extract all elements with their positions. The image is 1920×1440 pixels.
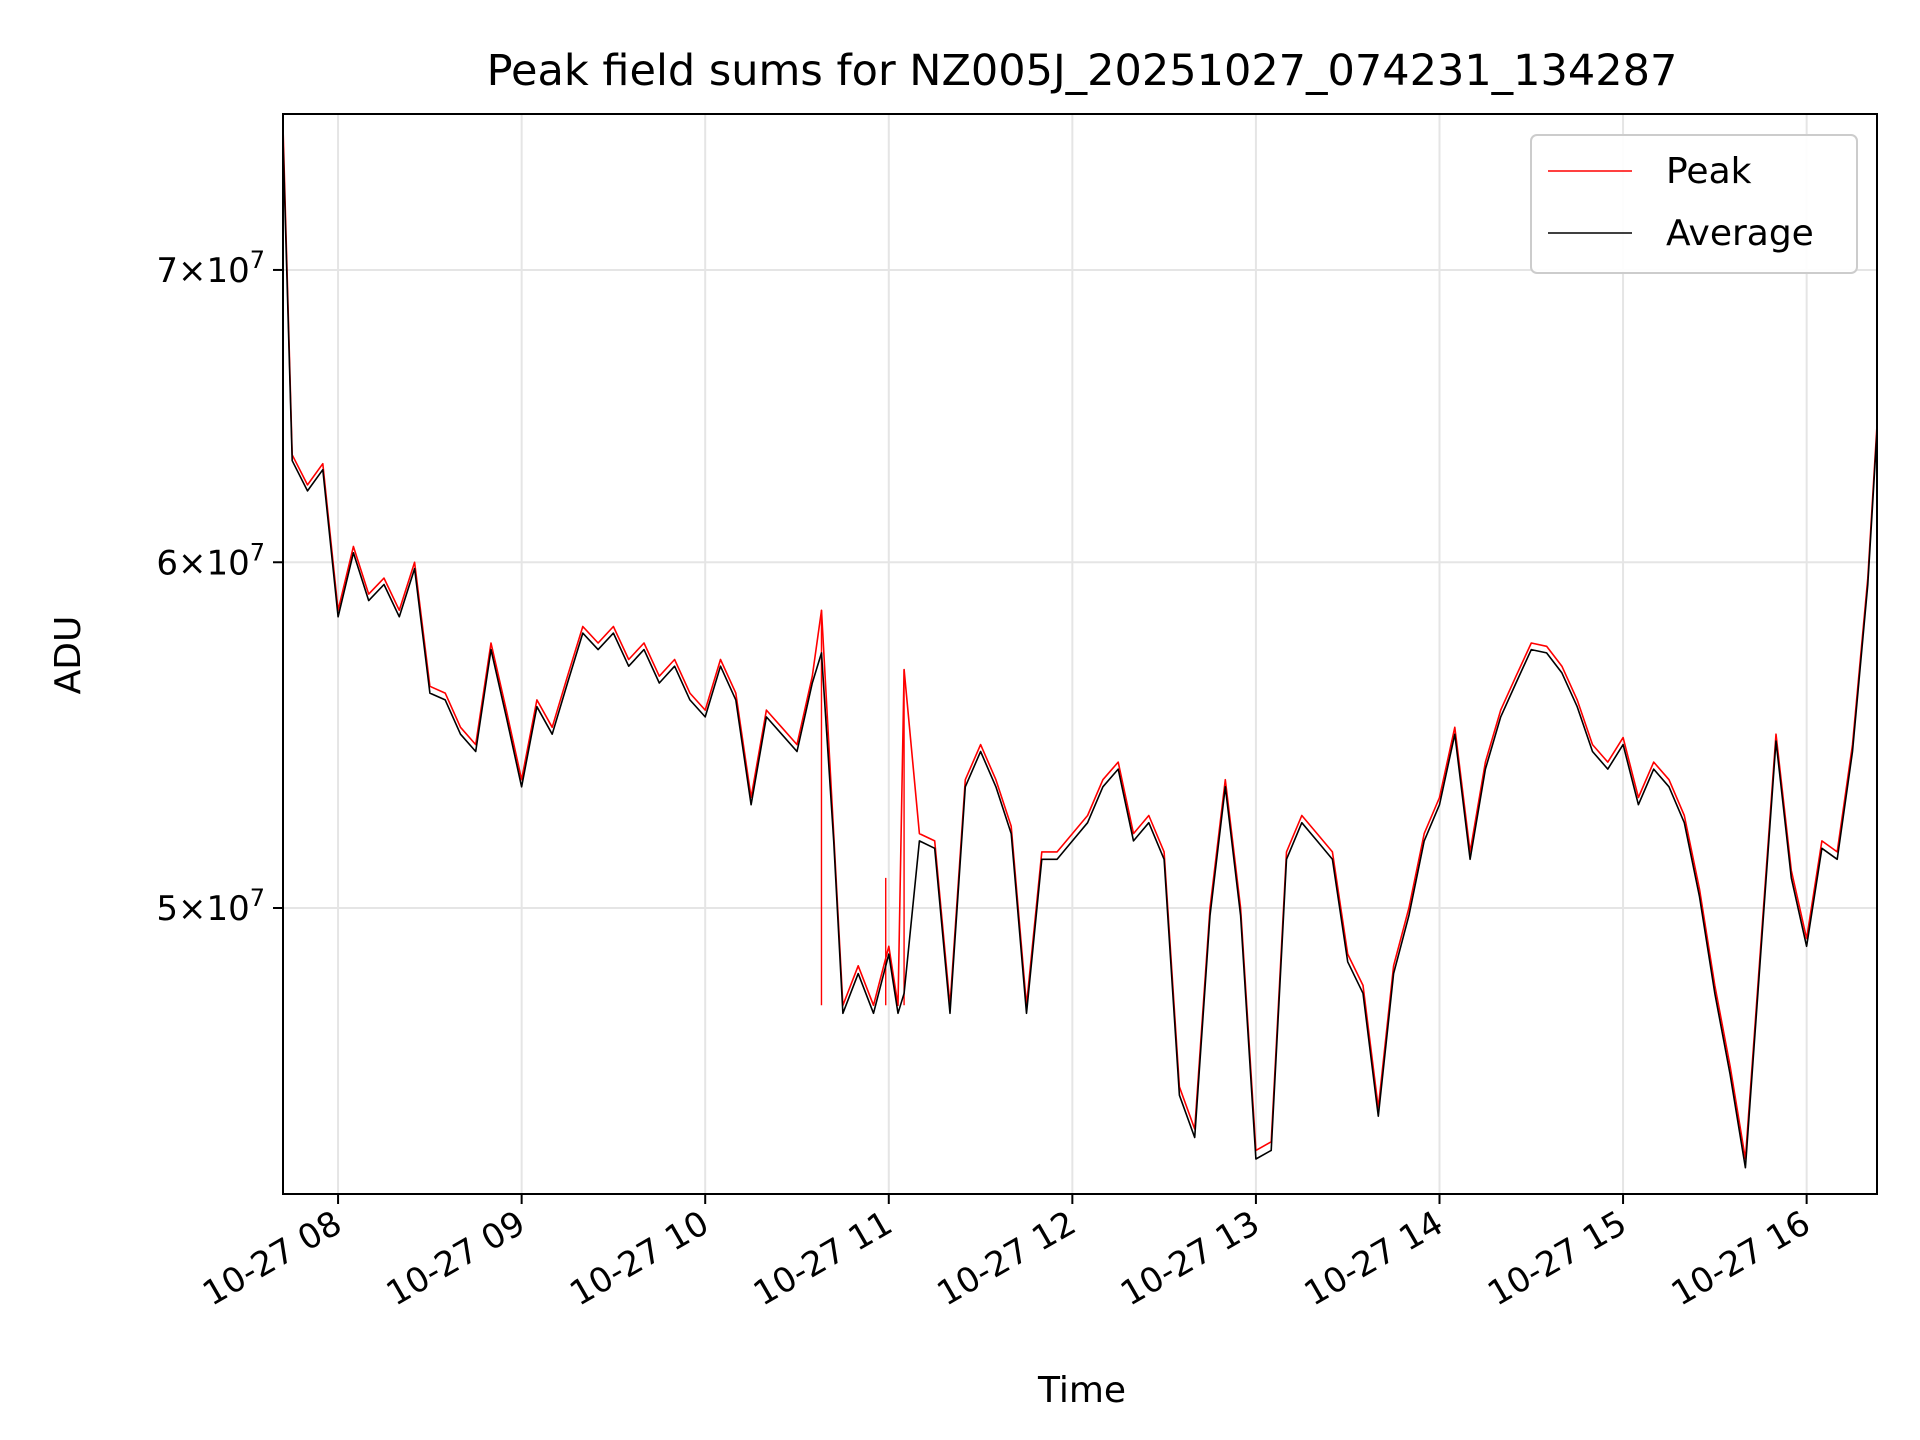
x-axis-title: Time bbox=[1037, 1370, 1126, 1411]
y-tick-label: 5×107 bbox=[156, 884, 265, 929]
plot-frame bbox=[282, 113, 1878, 1195]
legend-box bbox=[1530, 134, 1858, 274]
series-line-peak bbox=[282, 126, 1878, 1160]
y-axis-title: ADU bbox=[48, 616, 89, 695]
legend: Peak Average bbox=[1530, 134, 1858, 274]
series-lines bbox=[282, 126, 1878, 1169]
legend-label-peak: Peak bbox=[1666, 151, 1752, 192]
legend-label-average: Average bbox=[1666, 213, 1814, 254]
y-axis-ticks: 7×107 6×107 5×107 bbox=[156, 246, 283, 929]
y-tick-label: 6×107 bbox=[156, 538, 265, 583]
chart-title: Peak field sums for NZ005J_20251027_0742… bbox=[487, 46, 1678, 96]
series-line-average bbox=[282, 139, 1878, 1169]
y-tick-label: 7×107 bbox=[156, 246, 265, 291]
